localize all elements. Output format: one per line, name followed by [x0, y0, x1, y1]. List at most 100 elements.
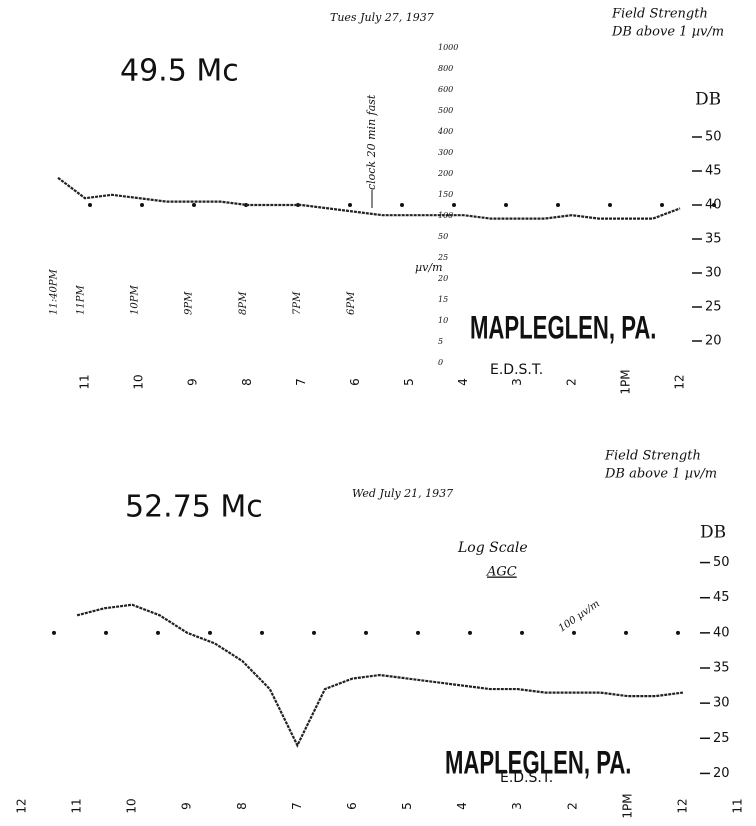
reference-dot	[676, 630, 680, 635]
x-tick-label: 4	[456, 378, 470, 386]
x-tick-label: 5	[402, 378, 416, 386]
location: MAPLEGLEN, PA.	[470, 309, 656, 345]
y-tick-label: 45	[705, 164, 722, 179]
x-tick-label: 6	[348, 378, 362, 386]
time-label: 11PM	[76, 285, 87, 315]
chart-title: 52.75 Mc	[125, 490, 263, 525]
reference-dot	[416, 630, 420, 635]
x-tick-label: 11	[731, 798, 745, 813]
x-tick-label: 2	[564, 378, 578, 386]
uvm-scale-label: 150	[438, 190, 453, 199]
reference-dot	[400, 203, 404, 207]
reference-dot	[208, 630, 212, 635]
reference-dot	[192, 203, 196, 207]
header-line: Field Strength	[604, 449, 701, 464]
uvm-scale-label: 5	[438, 337, 443, 346]
x-tick-label: 8	[235, 802, 249, 810]
header-line: Field Strength	[611, 7, 708, 22]
y-tick-label: 25	[713, 731, 730, 746]
reference-dot	[624, 630, 628, 635]
reference-dot	[504, 203, 508, 207]
x-tick-label: 4	[455, 802, 469, 810]
reference-dot	[140, 203, 144, 207]
location: MAPLEGLEN, PA.	[445, 744, 631, 780]
annotation: AGC	[486, 565, 517, 580]
reference-dot	[364, 630, 368, 635]
x-tick-label: 7	[294, 378, 308, 386]
reference-dot	[156, 630, 160, 635]
uvm-scale-label: 100	[438, 211, 453, 220]
annotation: clock 20 min fast	[365, 94, 378, 190]
reference-dot	[52, 630, 56, 635]
time-label: 11:40PM	[49, 268, 60, 315]
reference-dot	[572, 630, 576, 635]
x-tick-label: 1PM	[620, 793, 634, 818]
y-tick-label: 35	[713, 661, 730, 676]
x-axis-label: E.D.S.T.	[490, 362, 543, 378]
uvm-label: µv/m	[415, 261, 443, 274]
reference-dot	[348, 203, 352, 207]
reference-dot	[520, 630, 524, 635]
uvm-scale-label: 600	[438, 85, 453, 94]
y-tick-label: 20	[713, 766, 730, 781]
reference-dot	[260, 630, 264, 635]
reference-dot	[312, 630, 316, 635]
uvm-scale-label: 400	[437, 127, 453, 136]
x-tick-label: 10	[125, 798, 139, 813]
uvm-scale-label: 1000	[438, 43, 458, 52]
time-label: 9PM	[184, 291, 195, 315]
y-tick-label: 30	[705, 266, 722, 281]
y-tick-label: 35	[705, 232, 722, 247]
date-note: Tues July 27, 1937	[330, 11, 434, 24]
x-tick-label: 12	[673, 374, 687, 389]
y-tick-label: 40	[713, 625, 730, 640]
reference-dot	[452, 203, 456, 207]
x-tick-label: 11	[78, 374, 92, 389]
uvm-scale-label: 25	[437, 253, 448, 262]
annotation: Log Scale	[457, 540, 528, 556]
chart-title: 49.5 Mc	[120, 54, 239, 89]
x-tick-label: 12	[15, 798, 29, 813]
uvm-scale-label: 0	[438, 358, 443, 367]
x-tick-label: 1PM	[618, 369, 632, 394]
x-axis-label: E.D.S.T.	[500, 770, 553, 786]
y-tick-label: 50	[705, 130, 722, 145]
y-tick-label: 45	[713, 590, 730, 605]
header-line: DB above 1 µv/m	[604, 467, 717, 482]
reference-dot	[556, 203, 560, 207]
time-label: 6PM	[346, 291, 357, 315]
reference-dot	[712, 203, 716, 207]
uvm-scale-label: 50	[438, 232, 448, 241]
x-tick-label: 8	[240, 378, 254, 386]
x-tick-label: 3	[510, 378, 524, 386]
y-axis-label: DB	[695, 90, 721, 110]
uvm-scale-label: 15	[438, 295, 448, 304]
uvm-scale-label: 300	[438, 148, 453, 157]
x-tick-label: 9	[180, 802, 194, 810]
time-label: 8PM	[238, 291, 249, 315]
field-strength-trace	[76, 603, 684, 748]
reference-dot	[608, 203, 612, 207]
x-tick-label: 10	[132, 374, 146, 389]
uvm-scale-label: 10	[438, 316, 448, 325]
y-tick-label: 50	[713, 555, 730, 570]
reference-dot	[104, 630, 108, 635]
time-label: 7PM	[292, 291, 303, 315]
reference-dot	[468, 630, 472, 635]
x-tick-label: 2	[565, 802, 579, 810]
y-tick-label: 20	[705, 334, 722, 349]
reference-dot	[660, 203, 664, 207]
x-tick-label: 11	[70, 798, 84, 813]
uvm-scale-label: 500	[438, 106, 453, 115]
x-tick-label: 6	[345, 802, 359, 810]
uvm-scale-label: 200	[437, 169, 453, 178]
x-tick-label: 5	[400, 802, 414, 810]
reference-dot	[88, 203, 92, 207]
x-tick-label: 3	[510, 802, 524, 810]
date-note: Wed July 21, 1937	[352, 487, 453, 500]
header-line: DB above 1 µv/m	[611, 25, 724, 40]
uvm-scale-label: 800	[438, 64, 453, 73]
y-axis-label: DB	[700, 523, 726, 543]
